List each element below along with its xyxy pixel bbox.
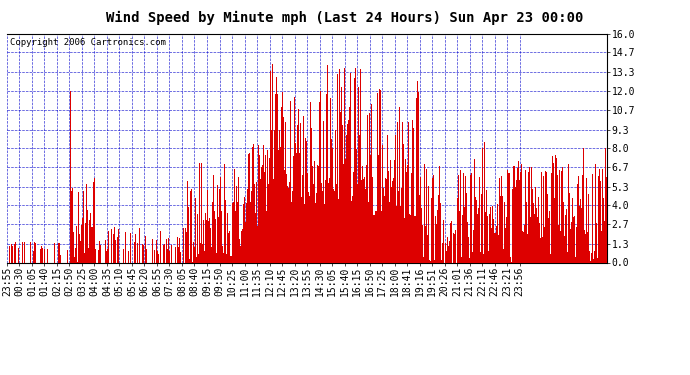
Text: Wind Speed by Minute mph (Last 24 Hours) Sun Apr 23 00:00: Wind Speed by Minute mph (Last 24 Hours)… xyxy=(106,11,584,26)
Text: Copyright 2006 Cartronics.com: Copyright 2006 Cartronics.com xyxy=(10,38,166,47)
